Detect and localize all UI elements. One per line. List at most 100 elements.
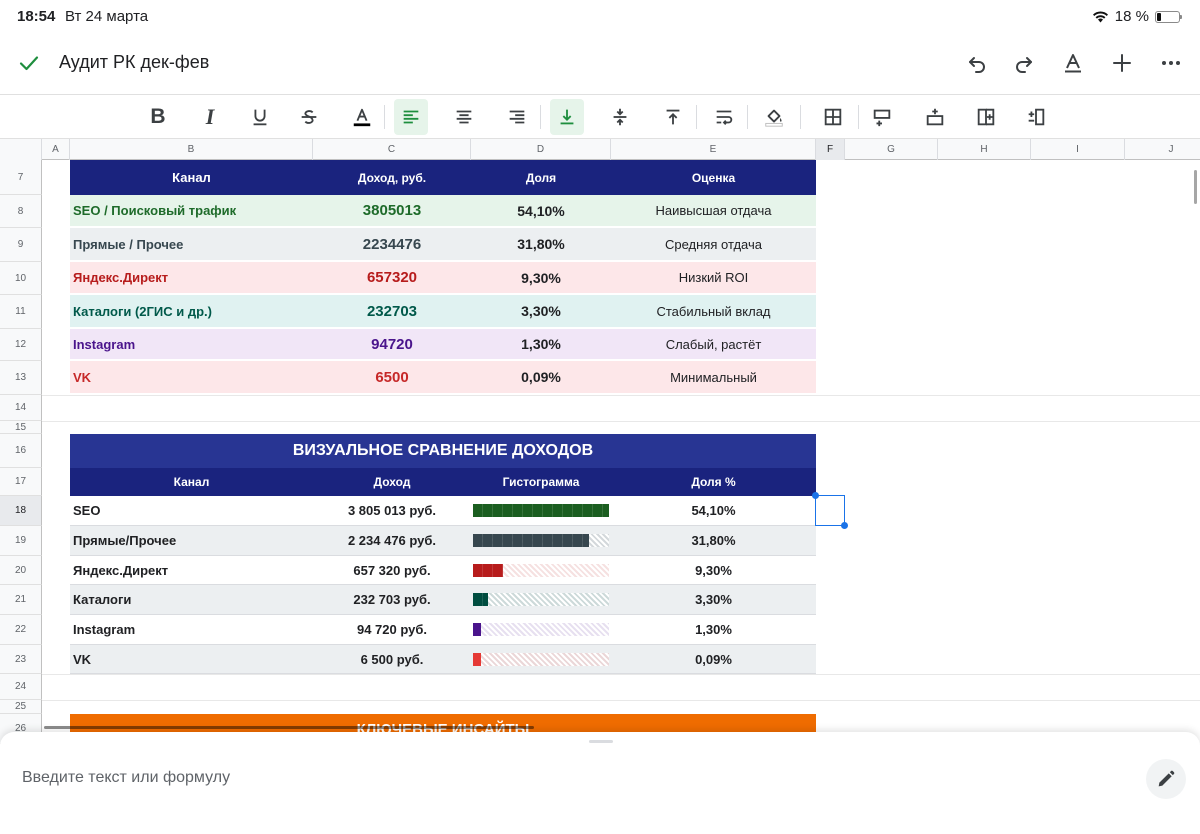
underline-icon[interactable] (243, 99, 277, 135)
row-header-17[interactable]: 17 (0, 468, 42, 496)
table1-revenue-cell[interactable]: 6500 (375, 368, 409, 386)
formula-input[interactable]: Введите текст или формулу (22, 769, 231, 786)
table2-header-share[interactable]: Доля % (691, 475, 736, 489)
horizontal-scrollbar[interactable] (44, 726, 534, 729)
table2-share-cell[interactable]: 0,09% (695, 651, 732, 667)
table2-header-revenue[interactable]: Доход (373, 475, 411, 489)
selected-cell[interactable] (815, 495, 845, 526)
table1-share-cell[interactable]: 1,30% (521, 336, 561, 352)
table1-share-cell[interactable]: 0,09% (521, 369, 561, 385)
sheet-drag-handle[interactable] (589, 740, 613, 743)
table2-revenue-cell[interactable]: 6 500 руб. (360, 651, 424, 667)
insert-plus-icon[interactable] (1107, 48, 1137, 78)
table2-histogram-cell[interactable] (471, 615, 611, 644)
row-header-13[interactable]: 13 (0, 361, 42, 395)
redo-icon[interactable] (1009, 48, 1039, 78)
table1-channel-cell[interactable]: Прямые / Прочее (73, 236, 184, 252)
document-title[interactable]: Аудит РК дек-фев (59, 52, 210, 72)
row-header-18[interactable]: 18 (0, 496, 42, 526)
column-header-h[interactable]: H (938, 139, 1031, 160)
table1-rating-cell[interactable]: Стабильный вклад (656, 303, 771, 319)
column-header-a[interactable]: A (42, 139, 70, 160)
table1-revenue-cell[interactable]: 94720 (371, 335, 413, 353)
table2-revenue-cell[interactable]: 657 320 руб. (353, 562, 431, 578)
text-color-icon[interactable] (345, 99, 379, 135)
table2-header-channel[interactable]: Канал (173, 475, 210, 489)
table1-rating-cell[interactable]: Наивысшая отдача (655, 203, 772, 218)
table2-share-cell[interactable]: 3,30% (695, 592, 732, 607)
insert-row-below-icon[interactable] (918, 99, 952, 135)
table1-share-cell[interactable]: 9,30% (521, 269, 561, 286)
insert-column-right-icon[interactable] (969, 99, 1003, 135)
table2-histogram-cell[interactable] (471, 645, 611, 673)
table1-header-channel[interactable]: Канал (172, 170, 211, 185)
insert-row-above-icon[interactable] (865, 99, 899, 135)
column-header-g[interactable]: G (845, 139, 938, 160)
row-header-15[interactable]: 15 (0, 421, 42, 434)
table2-channel-cell[interactable]: Каталоги (73, 592, 132, 607)
table2-header-histogram[interactable]: Гистограмма (502, 475, 580, 489)
bold-icon[interactable]: B (150, 105, 166, 128)
row-header-25[interactable]: 25 (0, 700, 42, 714)
table2-title[interactable]: ВИЗУАЛЬНОЕ СРАВНЕНИЕ ДОХОДОВ (70, 434, 816, 468)
table2-histogram-cell[interactable] (471, 556, 611, 584)
column-header-i[interactable]: I (1031, 139, 1125, 160)
table1-rating-cell[interactable]: Средняя отдача (664, 236, 763, 252)
fill-color-icon[interactable] (757, 99, 791, 135)
row-header-12[interactable]: 12 (0, 329, 42, 361)
table2-share-cell[interactable]: 31,80% (691, 533, 736, 548)
borders-icon[interactable] (816, 99, 850, 135)
row-header-21[interactable]: 21 (0, 585, 42, 615)
table1-rating-cell[interactable]: Низкий ROI (678, 270, 749, 285)
text-wrap-icon[interactable] (707, 99, 741, 135)
row-header-19[interactable]: 19 (0, 526, 42, 556)
table1-channel-cell[interactable]: Яндекс.Директ (73, 270, 169, 285)
table2-share-cell[interactable]: 1,30% (695, 622, 732, 637)
table1-revenue-cell[interactable]: 232703 (366, 302, 418, 320)
row-header-10[interactable]: 10 (0, 262, 42, 295)
column-header-c[interactable]: C (313, 139, 471, 160)
table1-channel-cell[interactable]: SEO / Поисковый трафик (73, 203, 237, 218)
column-header-f[interactable]: F (816, 139, 845, 160)
table2-channel-cell[interactable]: Прямые/Прочее (73, 533, 177, 548)
valign-middle-icon[interactable] (603, 99, 637, 135)
more-options-icon[interactable] (1156, 48, 1186, 78)
table1-rating-cell[interactable]: Слабый, растёт (665, 336, 762, 352)
row-header-7[interactable]: 7 (0, 160, 42, 195)
table1-channel-cell[interactable]: Instagram (73, 336, 136, 352)
row-header-8[interactable]: 8 (0, 195, 42, 228)
row-header-11[interactable]: 11 (0, 295, 42, 329)
table2-channel-cell[interactable]: SEO (73, 503, 101, 518)
text-format-icon[interactable] (1058, 48, 1088, 78)
row-header-16[interactable]: 16 (0, 434, 42, 468)
table1-rating-cell[interactable]: Минимальный (670, 369, 757, 385)
table1-revenue-cell[interactable]: 2234476 (362, 235, 422, 253)
edit-pencil-icon[interactable] (1146, 759, 1186, 799)
table1-channel-cell[interactable]: VK (73, 369, 92, 385)
column-header-d[interactable]: D (471, 139, 611, 160)
table1-revenue-cell[interactable]: 657320 (366, 269, 418, 286)
align-right-icon[interactable] (500, 99, 534, 135)
table2-share-cell[interactable]: 54,10% (691, 503, 736, 518)
table2-revenue-cell[interactable]: 2 234 476 руб. (347, 533, 437, 548)
table2-revenue-cell[interactable]: 232 703 руб. (353, 592, 431, 607)
done-check-icon[interactable] (14, 48, 44, 78)
table2-revenue-cell[interactable]: 3 805 013 руб. (347, 503, 437, 518)
selection-handle[interactable] (841, 522, 848, 529)
row-header-9[interactable]: 9 (0, 228, 42, 262)
table1-revenue-cell[interactable]: 3805013 (362, 202, 422, 219)
table2-channel-cell[interactable]: VK (73, 651, 92, 667)
column-header-e[interactable]: E (611, 139, 816, 160)
italic-icon[interactable]: I (205, 104, 215, 129)
row-header-24[interactable]: 24 (0, 674, 42, 700)
column-header-j[interactable]: J (1125, 139, 1200, 160)
row-header-20[interactable]: 20 (0, 556, 42, 585)
column-header-b[interactable]: B (70, 139, 313, 160)
row-header-22[interactable]: 22 (0, 615, 42, 645)
align-center-icon[interactable] (447, 99, 481, 135)
table1-share-cell[interactable]: 3,30% (521, 303, 561, 319)
row-header-23[interactable]: 23 (0, 645, 42, 674)
table2-histogram-cell[interactable] (471, 496, 611, 525)
table2-share-cell[interactable]: 9,30% (695, 562, 732, 578)
table1-share-cell[interactable]: 31,80% (517, 236, 565, 252)
